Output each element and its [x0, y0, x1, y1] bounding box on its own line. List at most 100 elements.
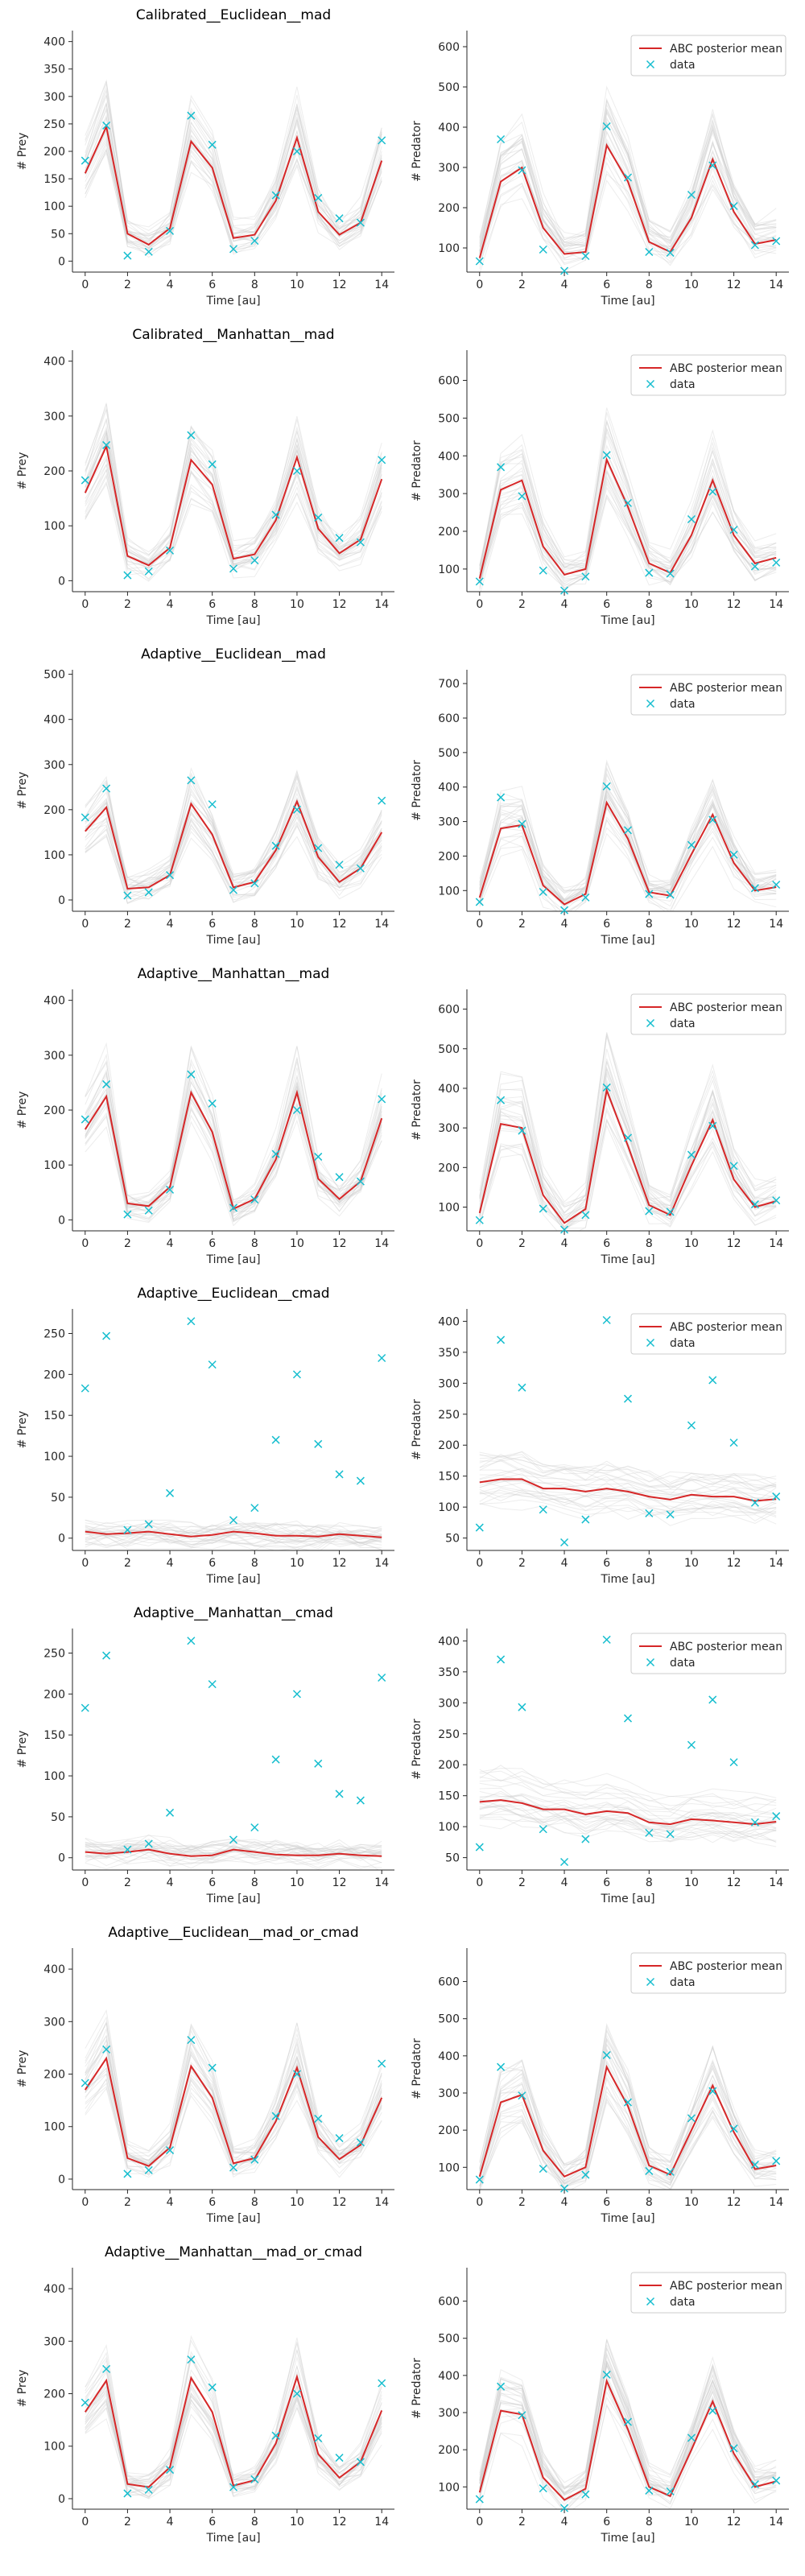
data-point-marker: [80, 2398, 89, 2407]
data-point-marker: [208, 460, 217, 469]
x-tick-label: 8: [646, 918, 653, 931]
x-tick-label: 8: [646, 2196, 653, 2209]
posterior-sample-line: [479, 1800, 777, 1831]
y-tick-label: 0: [58, 1214, 65, 1227]
posterior-sample-line: [85, 403, 382, 555]
posterior-sample-line: [85, 2372, 382, 2496]
legend: ABC posterior mean data: [630, 993, 786, 1035]
posterior-sample-line: [85, 1088, 382, 1214]
y-tick-label: 0: [58, 2174, 65, 2186]
y-tick-label: 300: [43, 1050, 65, 1063]
data-point-marker: [123, 1845, 132, 1854]
data-point-marker: [602, 1083, 611, 1092]
posterior-mean-line: [84, 124, 383, 246]
posterior-sample-cloud: [479, 2339, 777, 2509]
legend-data-label: data: [670, 1976, 696, 1989]
x-tick-label: 2: [518, 1557, 526, 1570]
data-point-marker: [229, 1203, 238, 1212]
y-tick-label: 300: [438, 1697, 460, 1710]
y-tick-label: 200: [438, 526, 460, 539]
posterior-sample-line: [479, 807, 777, 911]
data-point-marker: [666, 2487, 675, 2496]
posterior-sample-line: [85, 1046, 382, 1207]
data-point-marker: [708, 815, 717, 824]
data-point-marker: [602, 1635, 611, 1644]
posterior-sample-line: [85, 1527, 382, 1547]
posterior-sample-line: [85, 811, 382, 890]
posterior-sample-cloud: [85, 767, 382, 905]
x-tick-label: 14: [769, 918, 783, 931]
legend-frame: [630, 1633, 786, 1674]
posterior-sample-line: [479, 1034, 777, 1207]
data-point-marker: [645, 1828, 654, 1837]
panel-3-1: 0 2 4 6 8 10 12 14 100 200 300 400 500 600 Time [au] # …: [411, 989, 789, 1266]
data-point-marker: [729, 1758, 738, 1767]
posterior-sample-line: [479, 795, 777, 906]
data-point-marker: [475, 1523, 484, 1532]
posterior-sample-line: [479, 1473, 777, 1497]
y-tick-label: 400: [438, 1083, 460, 1096]
data-point-marker: [144, 2165, 153, 2174]
y-tick-label: 500: [438, 1043, 460, 1056]
x-tick-label: 14: [769, 279, 783, 291]
posterior-sample-line: [85, 425, 382, 562]
data-point-marker: [80, 156, 89, 165]
x-tick-label: 10: [684, 1237, 699, 1250]
x-tick-label: 4: [167, 1237, 174, 1250]
posterior-sample-line: [85, 1839, 382, 1853]
posterior-mean-line: [479, 1478, 777, 1502]
posterior-sample-line: [479, 2022, 777, 2167]
panel-4-1: 0 2 4 6 8 10 12 14 50 100 150 200 250 300 350 400 Time […: [411, 1309, 789, 1586]
posterior-sample-line: [479, 2037, 777, 2176]
y-axis-label: # Prey: [16, 452, 29, 490]
posterior-sample-line: [479, 1058, 777, 1224]
posterior-sample-line: [479, 180, 777, 272]
posterior-sample-line: [479, 469, 777, 575]
data-point-marker: [708, 1121, 717, 1130]
y-tick-label: 400: [438, 782, 460, 795]
data-point-marker: [208, 1099, 217, 1108]
posterior-sample-line: [85, 2078, 382, 2178]
posterior-sample-line: [479, 421, 777, 567]
data-point-marker: [335, 2454, 344, 2462]
posterior-sample-line: [85, 481, 382, 579]
x-tick-label: 6: [208, 2196, 216, 2209]
posterior-sample-cloud: [479, 2022, 777, 2190]
posterior-sample-line: [85, 1852, 379, 1870]
x-tick-label: 12: [727, 1557, 741, 1570]
posterior-sample-line: [479, 2043, 777, 2179]
x-tick-label: 0: [81, 2516, 89, 2529]
posterior-sample-line: [479, 173, 777, 262]
posterior-sample-line: [85, 797, 382, 881]
x-axis-label: Time [au]: [205, 2212, 260, 2225]
y-tick-label: 400: [43, 995, 65, 1008]
posterior-sample-line: [85, 107, 382, 235]
legend-frame: [630, 1313, 786, 1355]
data-point-marker: [378, 456, 386, 464]
data-point-marker: [356, 218, 365, 227]
posterior-sample-line: [479, 786, 777, 894]
data-point-marker: [729, 1162, 738, 1170]
data-point-marker: [229, 886, 238, 894]
x-tick-label: 8: [646, 2516, 653, 2529]
posterior-sample-line: [479, 155, 777, 259]
data-point-marker: [602, 782, 611, 791]
data-point-marker: [208, 1680, 217, 1689]
panel-5-1: 0 2 4 6 8 10 12 14 50 100 150 200 250 300 350 400 Time […: [411, 1629, 789, 1905]
panel-title: Calibrated__Manhattan__mad: [132, 327, 334, 343]
posterior-sample-line: [479, 2351, 777, 2494]
x-tick-label: 4: [561, 2516, 568, 2529]
data-point-marker: [666, 569, 675, 578]
legend-data-swatch: [646, 1018, 655, 1028]
posterior-sample-line: [479, 1794, 777, 1823]
data-point-marker: [378, 136, 386, 145]
x-tick-label: 12: [727, 2196, 741, 2209]
posterior-sample-line: [85, 2066, 382, 2172]
x-tick-label: 8: [251, 598, 258, 611]
x-tick-label: 6: [603, 2516, 610, 2529]
posterior-sample-line: [479, 819, 777, 911]
posterior-sample-line: [479, 1480, 777, 1511]
data-point-marker: [623, 498, 633, 507]
posterior-sample-line: [85, 419, 382, 555]
posterior-sample-line: [85, 473, 382, 580]
